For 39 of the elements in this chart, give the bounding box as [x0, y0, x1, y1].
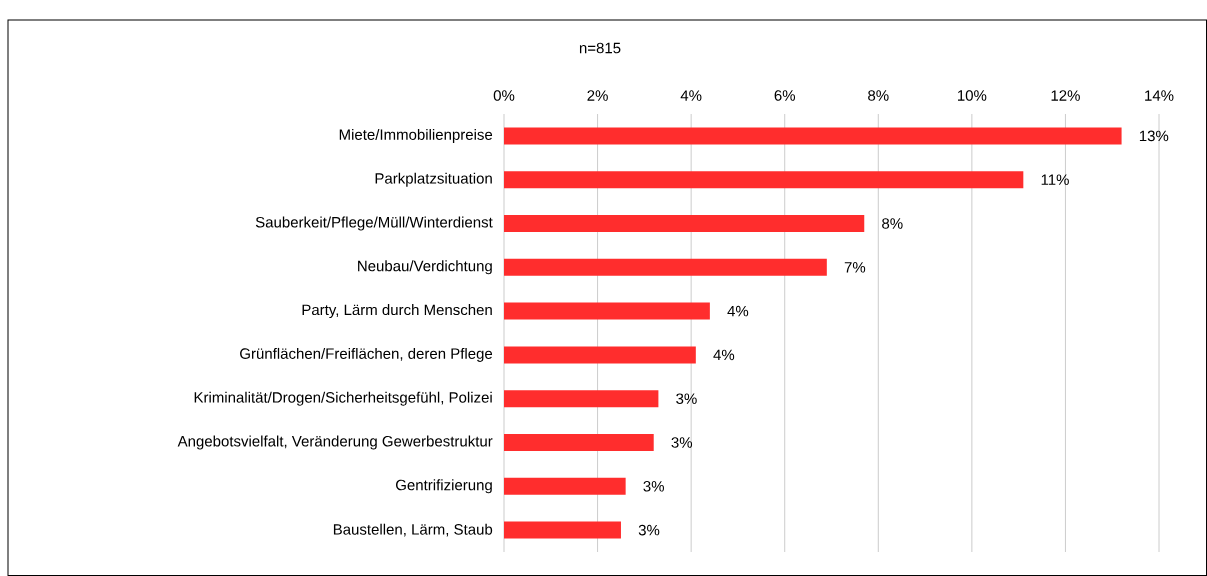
x-tick-label: 2% — [587, 90, 608, 101]
x-tick-label: 12% — [1051, 90, 1080, 101]
data-label: 4% — [713, 349, 735, 361]
bar — [504, 302, 710, 320]
bar — [504, 258, 827, 276]
bar — [504, 346, 696, 364]
data-label: 3% — [671, 437, 693, 448]
y-tick-label: Kriminalität/Drogen/Sicherheitsgefühl, Polizei — [194, 391, 492, 406]
x-tick-label: 14% — [1145, 90, 1174, 101]
data-label: 8% — [882, 218, 903, 229]
data-label: 3% — [643, 480, 664, 492]
x-tick-label: 8% — [868, 90, 889, 101]
bar — [504, 434, 654, 451]
data-label: 3% — [676, 393, 697, 405]
bar — [504, 171, 1024, 189]
data-label: 7% — [844, 262, 866, 273]
data-label: 4% — [727, 305, 749, 317]
bar — [504, 390, 659, 408]
chart-subtitle: n=815 — [579, 42, 621, 54]
x-tick-label: 4% — [680, 90, 702, 101]
y-tick-label: Miete/Immobilienpreise — [339, 128, 493, 143]
data-label: 11% — [1041, 174, 1069, 185]
y-tick-label: Neubau/Verdichtung — [358, 260, 492, 275]
y-tick-label: Angebotsvielfalt, Veränderung Gewerbestruktur — [177, 435, 493, 450]
y-tick-label: Gentrifizierung — [396, 479, 492, 494]
bar — [504, 477, 626, 495]
y-tick-label: Party, Lärm durch Menschen — [302, 304, 492, 319]
bar — [504, 127, 1122, 145]
y-tick-label: Baustellen, Lärm, Staub — [333, 523, 493, 537]
data-label: 13% — [1139, 130, 1169, 142]
y-tick-label: Parkplatzsituation — [375, 172, 492, 187]
data-label: 3% — [638, 524, 660, 536]
x-tick-label: 6% — [774, 90, 796, 101]
x-tick-label: 0% — [493, 90, 515, 101]
y-tick-label: Grünflächen/Freiflächen, deren Pflege — [240, 347, 493, 362]
x-tick-label: 10% — [958, 90, 987, 101]
bar — [504, 215, 865, 232]
bar — [504, 521, 621, 539]
y-tick-label: Sauberkeit/Pflege/Müll/Winterdienst — [255, 216, 493, 231]
